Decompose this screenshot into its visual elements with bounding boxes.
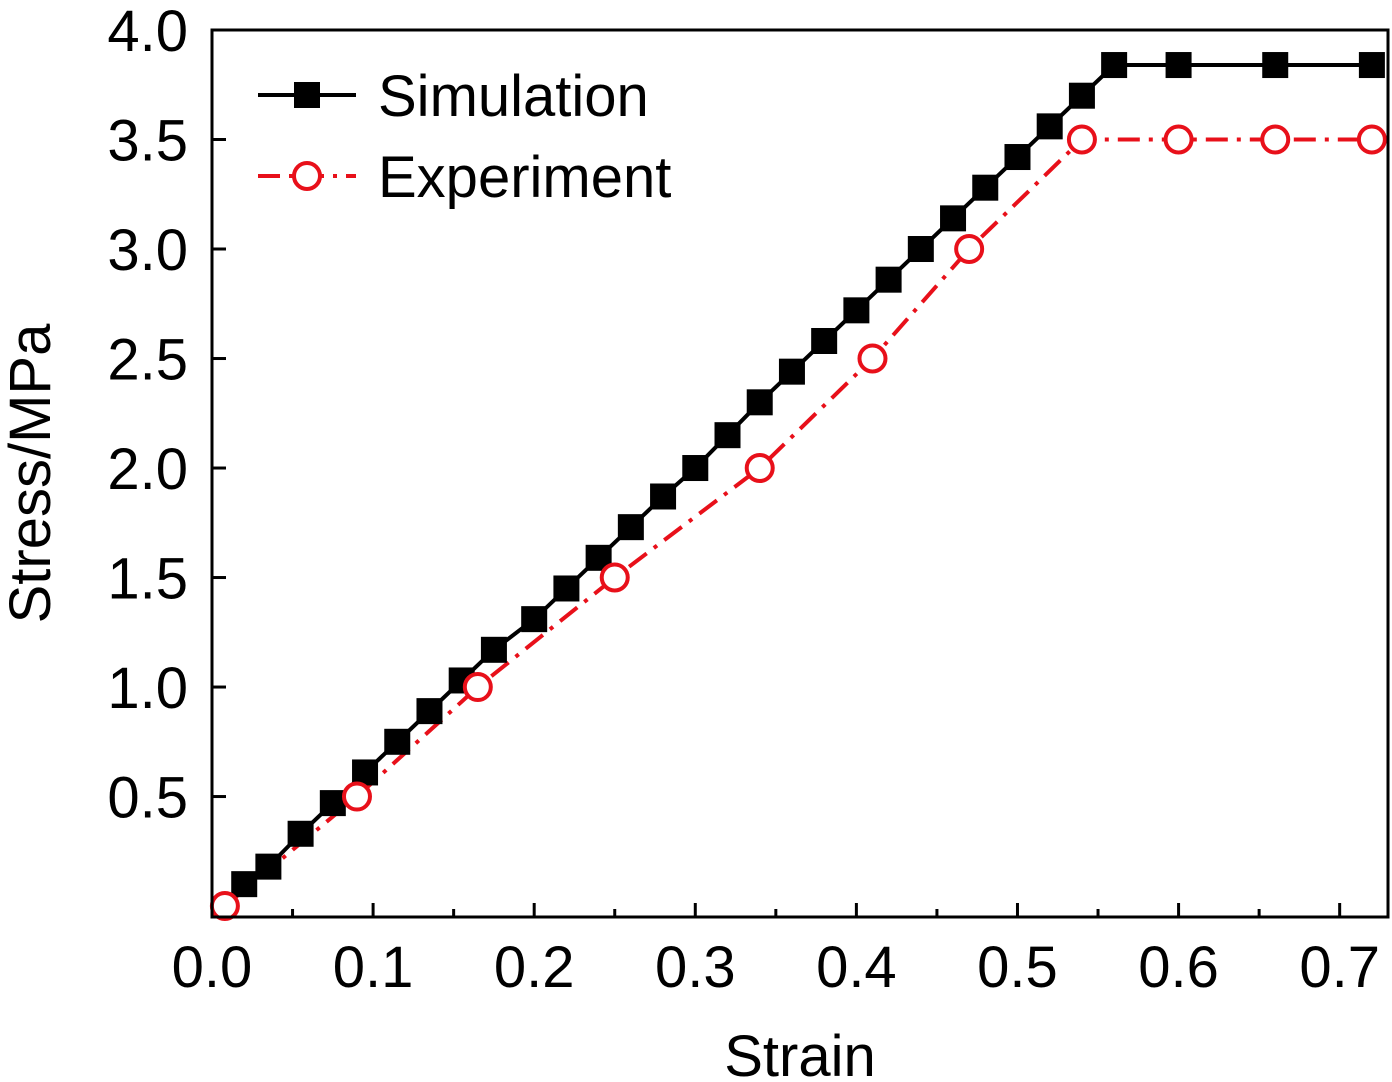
simulation-point [1262, 52, 1289, 79]
simulation-point [416, 698, 443, 725]
experiment-point [1260, 124, 1291, 155]
experiment-point [1066, 124, 1097, 155]
y-tick-label: 1.5 [107, 547, 188, 612]
legend-entry-simulation: Simulation [258, 64, 649, 129]
plot-frame [210, 28, 1390, 919]
y-tick-label: 3.5 [107, 109, 188, 174]
simulation-point [255, 853, 282, 880]
experiment-point [341, 781, 372, 812]
y-tick-label: 1.0 [107, 656, 188, 721]
simulation-point [1068, 82, 1095, 109]
x-tick-label: 0.4 [816, 935, 897, 1000]
experiment-point [1163, 124, 1194, 155]
y-tick-label: 0.5 [107, 766, 188, 831]
legend-entry-experiment: Experiment [258, 145, 671, 210]
x-tick-label: 0.2 [494, 935, 575, 1000]
simulation-point [617, 514, 644, 541]
experiment-line [223, 137, 1372, 908]
x-axis-title: Strain [724, 1024, 876, 1082]
simulation-point [843, 297, 870, 324]
axis-layer: 0.0 0.1 0.2 0.3 0.4 0.5 0.6 0.7 0.5 1.0 1.5 2.0 2.5 3… [107, 0, 1380, 1000]
experiment-point [857, 343, 888, 374]
legend-label-experiment: Experiment [378, 145, 671, 210]
simulation-point [1358, 52, 1385, 79]
legend: Simulation Experiment [258, 64, 671, 210]
experiment-point [599, 562, 630, 593]
simulation-point [778, 358, 805, 385]
simulation-point [650, 483, 677, 510]
simulation-point [972, 174, 999, 201]
simulation-point [746, 389, 773, 416]
simulation-point [1036, 113, 1063, 140]
y-tick-label: 2.5 [107, 328, 188, 393]
simulation-point [553, 575, 580, 602]
series-layer [209, 52, 1387, 922]
legend-marker-simulation [294, 82, 320, 108]
simulation-point [231, 871, 258, 898]
x-tick-label: 0.7 [1299, 935, 1380, 1000]
simulation-point [1004, 144, 1031, 171]
simulation-point [319, 790, 346, 817]
x-tick-label: 0.6 [1138, 935, 1219, 1000]
legend-label-simulation: Simulation [378, 64, 649, 129]
simulation-point [1101, 52, 1128, 79]
simulation-point [714, 422, 741, 449]
x-tick-label: 0.5 [977, 935, 1058, 1000]
y-tick-label: 2.0 [107, 437, 188, 502]
simulation-point [811, 327, 838, 354]
x-tick-label: 0.3 [655, 935, 736, 1000]
experiment-point [462, 672, 493, 703]
experiment-point [209, 891, 240, 922]
simulation-point [875, 266, 902, 293]
simulation-point [907, 236, 934, 263]
legend-marker-experiment [292, 161, 322, 191]
simulation-point [682, 455, 709, 482]
x-tick-label: 0.1 [333, 935, 414, 1000]
y-tick-label: 4.0 [107, 0, 188, 64]
simulation-point [287, 820, 314, 847]
experiment-point [1356, 124, 1387, 155]
simulation-point [521, 606, 548, 633]
y-axis-title: Stress/MPa [0, 323, 63, 623]
experiment-point [954, 234, 985, 265]
simulation-point [480, 636, 507, 663]
simulation-point [940, 205, 967, 232]
y-tick-label: 3.0 [107, 218, 188, 283]
simulation-point [1165, 52, 1192, 79]
experiment-point [744, 453, 775, 484]
simulation-point [384, 728, 411, 755]
simulation-point [352, 759, 379, 786]
x-tick-label: 0.0 [172, 935, 253, 1000]
